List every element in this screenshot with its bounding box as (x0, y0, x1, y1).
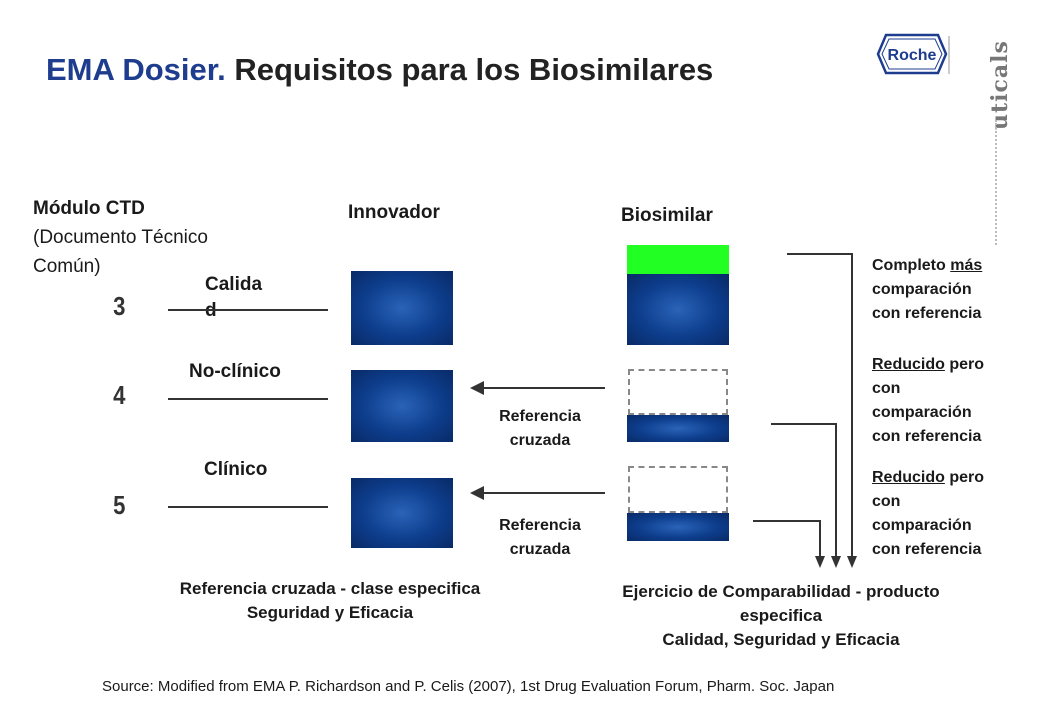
note-quality-word: Completo (872, 257, 946, 274)
side-dotted-line (995, 120, 999, 245)
biosimilar-header: Biosimilar (621, 205, 713, 226)
row-label-noclinico: No-clínico (189, 361, 281, 382)
source-citation: Source: Modified from EMA P. Richardson … (102, 678, 835, 695)
note-clinical: Reducido pero con comparación con refere… (872, 466, 1032, 562)
note-clinical-after: pero (949, 469, 985, 486)
arrowhead-down-quality (847, 556, 857, 568)
cross-ref-label-5: Referencia cruzada (480, 514, 600, 562)
biosimilar-dashed-clinical (628, 466, 728, 513)
ctd-module-label: Módulo CTD (Documento Técnico Común) (33, 194, 273, 281)
biosimilar-box-quality (627, 274, 729, 345)
module-number-3: 3 (113, 291, 126, 321)
cross-ref-4-line2: cruzada (509, 432, 571, 449)
ctd-heading: Módulo CTD (33, 198, 145, 219)
row-label-calidad-line1: Calida (205, 274, 263, 295)
note-quality: Completo más comparación con referencia (872, 254, 1032, 326)
note-quality-line2: comparación (872, 281, 972, 298)
row-line-4 (168, 398, 328, 400)
arrowhead-down-nonclinical (831, 556, 841, 568)
title-accent: EMA Dosier. (46, 52, 226, 87)
note-nonclinical-line2: con (872, 380, 901, 397)
note-clinical-line4: con referencia (872, 541, 982, 558)
page-title: EMA Dosier. Requisitos para los Biosimil… (46, 52, 713, 88)
bottom-right-line3: Calidad, Seguridad y Eficacia (662, 630, 900, 649)
title-rest: Requisitos para los Biosimilares (234, 52, 714, 87)
ctd-sub1: (Documento Técnico (33, 227, 208, 248)
logo-text: Roche (888, 47, 937, 64)
note-nonclinical-line4: con referencia (872, 428, 982, 445)
roche-logo: Roche (876, 33, 948, 75)
connector-quality (787, 253, 853, 560)
bottom-left-line1: Referencia cruzada - clase especifica (179, 579, 481, 598)
biosimilar-comparison-green (627, 245, 729, 274)
bottom-right-line2: especifica (739, 606, 823, 625)
row-line-5 (168, 506, 328, 508)
innovator-box-clinical (351, 478, 453, 548)
bottom-left-line2: Seguridad y Eficacia (246, 603, 414, 622)
innovator-box-nonclinical (351, 370, 453, 442)
biosimilar-box-nonclinical (627, 415, 729, 442)
note-quality-line3: con referencia (872, 305, 982, 322)
arrowhead-5 (470, 486, 484, 500)
bottom-left-caption: Referencia cruzada - clase especifica Se… (120, 577, 540, 625)
note-nonclinical-after: pero (949, 356, 985, 373)
cross-ref-label-4: Referencia cruzada (480, 405, 600, 453)
note-nonclinical: Reducido pero con comparación con refere… (872, 353, 1032, 449)
note-nonclinical-line3: comparación (872, 404, 972, 421)
cross-ref-5-line1: Referencia (499, 517, 581, 534)
biosimilar-box-clinical (627, 513, 729, 541)
connector-clinical (753, 520, 821, 560)
note-clinical-underlined: Reducido (872, 469, 945, 486)
innovator-box-quality (351, 271, 453, 345)
cross-ref-4-line1: Referencia (499, 408, 581, 425)
note-nonclinical-underlined: Reducido (872, 356, 945, 373)
innovator-header: Innovador (348, 202, 440, 223)
row-line-3 (168, 309, 328, 311)
arrowhead-down-clinical (815, 556, 825, 568)
ctd-sub2: Común) (33, 256, 101, 277)
connector-nonclinical (771, 423, 837, 560)
bottom-right-caption: Ejercicio de Comparabilidad - producto e… (566, 580, 996, 652)
note-clinical-line3: comparación (872, 517, 972, 534)
biosimilar-dashed-nonclinical (628, 369, 728, 415)
logo-divider (948, 36, 950, 74)
note-quality-underlined: más (950, 257, 983, 274)
bottom-right-line1: Ejercicio de Comparabilidad - producto (622, 582, 940, 601)
module-number-5: 5 (113, 490, 126, 520)
note-clinical-line2: con (872, 493, 901, 510)
module-number-4: 4 (113, 380, 126, 410)
arrowhead-4 (470, 381, 484, 395)
row-label-clinico: Clínico (204, 459, 268, 480)
cross-ref-5-line2: cruzada (509, 541, 571, 558)
